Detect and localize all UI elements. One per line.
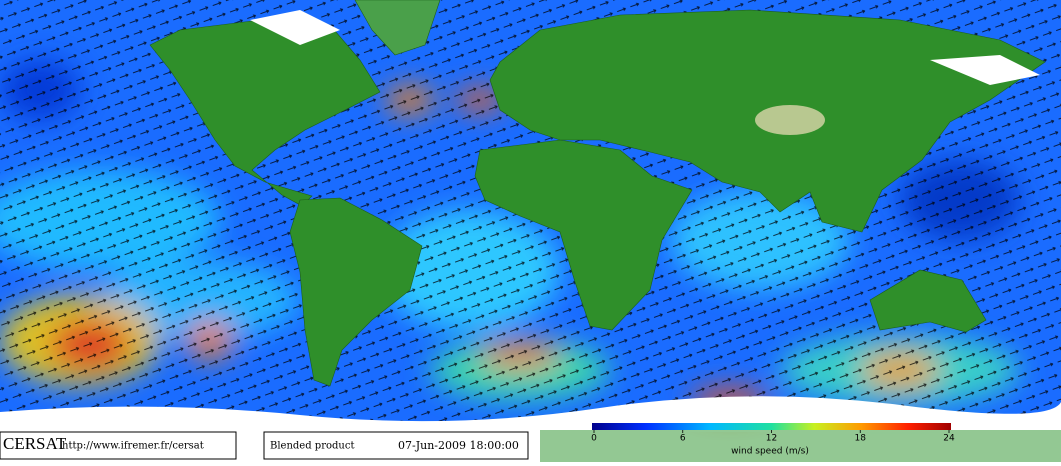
- colorbar-tick-label: 18: [855, 434, 867, 444]
- land: [149, 0, 1046, 387]
- product-box: [263, 431, 529, 460]
- date: 07-Jun-2009 18:00:00: [398, 439, 519, 452]
- colorbar-tick-label: 24: [943, 434, 955, 444]
- url: http://www.ifremer.fr/cersat: [62, 441, 204, 452]
- colorbar-tick-label: 12: [766, 434, 777, 444]
- logo: CERSAT: [3, 434, 67, 453]
- colorbar-tick-label: 6: [680, 434, 686, 444]
- colorbar: [592, 423, 951, 430]
- colorbar-tick-label: 0: [591, 434, 597, 444]
- product: Blended product: [270, 441, 354, 452]
- colorbar-label: wind speed (m/s): [731, 447, 809, 457]
- logo-box: [0, 431, 237, 460]
- land-strip: [540, 430, 1061, 462]
